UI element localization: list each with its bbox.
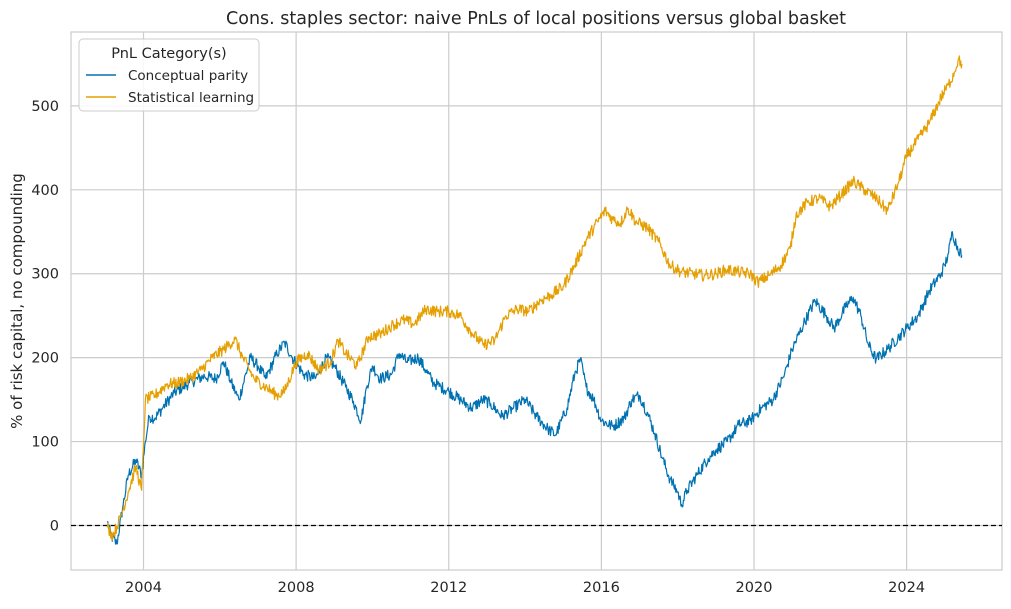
- y-gridlines: [71, 105, 1002, 527]
- x-tick-label: 2004: [125, 580, 162, 596]
- series-line-statistical-learning: [106, 55, 963, 541]
- y-axis-label: % of risk capital, no compounding: [8, 173, 26, 429]
- x-tick-label: 2024: [888, 580, 925, 596]
- y-tick-label: 500: [31, 99, 59, 115]
- x-tick-label: 2016: [583, 580, 620, 596]
- y-tick-label: 300: [31, 267, 59, 283]
- y-tick-label: 200: [31, 351, 59, 367]
- series-line-conceptual-parity: [106, 231, 963, 545]
- legend-title: PnL Category(s): [111, 46, 226, 62]
- legend-label-conceptual-parity: Conceptual parity: [128, 68, 248, 84]
- y-tick-label: 400: [31, 183, 59, 199]
- legend: PnL Category(s) Conceptual parity Statis…: [78, 38, 260, 112]
- y-tick-label: 0: [50, 519, 59, 535]
- legend-label-statistical-learning: Statistical learning: [128, 90, 254, 106]
- x-tick-label: 2012: [430, 580, 467, 596]
- x-axis-ticks: 2004 2008 2012 2016 2020 2024: [125, 580, 925, 596]
- chart-title: Cons. staples sector: naive PnLs of loca…: [226, 9, 846, 29]
- legend-box: [78, 38, 260, 112]
- x-tick-label: 2008: [278, 580, 315, 596]
- x-gridlines: [142, 32, 908, 570]
- x-tick-label: 2020: [736, 580, 773, 596]
- y-tick-label: 100: [31, 435, 59, 451]
- y-axis-ticks: 0 100 200 300 400 500: [31, 99, 59, 535]
- series-layer: [106, 55, 963, 545]
